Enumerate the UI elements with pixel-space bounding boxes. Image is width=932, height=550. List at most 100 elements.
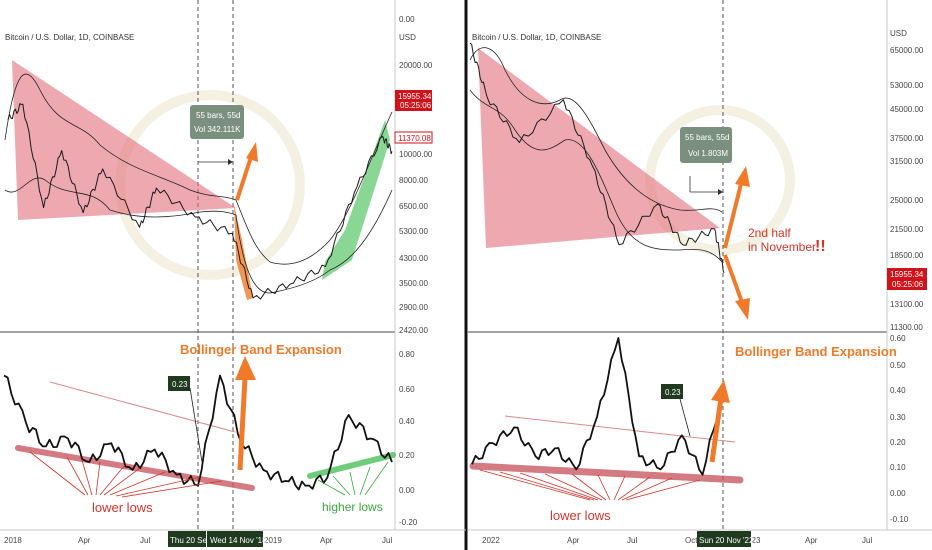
left-indicator-axis-tick: 0.80 [399, 350, 415, 359]
left-indicator-pane: Bollinger Band Expansion 0.23 lower lows… [3, 342, 396, 515]
right-time-axis-tick: '23 [750, 536, 761, 545]
right-measure-line2: Vol 1.803M [688, 149, 728, 158]
right-time-axis-tick: Jul [862, 536, 872, 545]
left-source-label: Bitcoin / U.S. Dollar, 1D, COINBASE [5, 33, 134, 42]
left-measure-box [190, 105, 244, 139]
left-price-axis-tick: 6500.00 [399, 202, 428, 211]
left-time-axis-tick: Jul [140, 536, 150, 545]
right-bbe-arrow [709, 380, 730, 463]
left-bbe-arrow-head [235, 356, 256, 380]
right-second-half-label: 2nd half [748, 226, 791, 240]
right-time-highlight-nov-text: Sun 20 Nov '22 [699, 536, 754, 545]
left-upper-band [4, 73, 393, 265]
right-indicator-axis: 0.60 0.50 0.40 0.30 0.20 0.10 0.00 -0.10 [890, 334, 909, 524]
right-down-arrow-head [735, 298, 750, 320]
right-measure-line1: 55 bars, 55d [685, 133, 729, 142]
right-upper-trendline [504, 415, 736, 443]
right-price-axis-tick: 11300.00 [890, 323, 923, 332]
right-lower-trendline [469, 462, 744, 484]
left-value-callout: 0.23 [168, 376, 203, 463]
left-indicator-axis-tick: 0.20 [399, 451, 415, 460]
right-measure-box [680, 127, 732, 163]
left-measure-line1: 55 bars, 55d [196, 111, 240, 120]
right-indicator-line [471, 337, 725, 476]
left-price-pane: Bitcoin / U.S. Dollar, 1D, COINBASE 55 b… [4, 33, 393, 300]
right-price-axis-tick: 53000.00 [890, 81, 924, 90]
right-indicator-series [471, 337, 725, 476]
right-time-axis-tick: Jul [627, 536, 637, 545]
left-current-price-badge: 15955.34 05:25:06 [395, 90, 432, 111]
left-time-highlight-sep-text: Thu 20 Sep '18 [170, 536, 225, 545]
right-time-axis-tick: 2022 [482, 536, 500, 545]
left-price-line [7, 103, 393, 300]
right-lower-lows-label: lower lows [550, 508, 611, 523]
left-time-highlight-nov: Wed 14 Nov '18 [207, 531, 267, 547]
right-indicator-axis-tick: 0.20 [890, 438, 906, 447]
left-orange-drop-zone [234, 205, 253, 300]
left-value-callout-text: 0.23 [172, 380, 188, 389]
right-source-label: Bitcoin / U.S. Dollar, 1D, COINBASE [472, 33, 601, 42]
right-up-arrow-head [735, 166, 750, 187]
right-price-axis-tick: 21500.00 [890, 225, 924, 234]
right-in-november-label: in November [748, 240, 816, 254]
left-upper-trendline [49, 381, 236, 433]
right-price-axis-tick: 65000.00 [890, 46, 924, 55]
left-time-axis-tick: Apr [78, 536, 91, 545]
left-price-series [7, 103, 393, 300]
left-time-axis: 2018 Apr Jul 2019 Apr Jul [4, 536, 392, 545]
left-price-axis-tick: 10000.00 [399, 150, 433, 159]
left-lower-trendline [15, 445, 255, 491]
left-indicator-axis: 0.80 0.60 0.40 0.20 0.00 -0.20 [399, 350, 418, 527]
right-indicator-axis-tick: 0.50 [890, 361, 906, 370]
left-measure: 55 bars, 55d Vol 342.111K [190, 105, 244, 165]
right-price-pane: Bitcoin / U.S. Dollar, 1D, COINBASE 55 b… [469, 33, 826, 320]
left-indicator-axis-tick: 0.60 [399, 385, 415, 394]
right-time-axis: 2022 Apr Jul Oct '23 Apr Jul [482, 536, 872, 545]
right-price-axis-tick: 13100.00 [890, 300, 924, 309]
left-price-axis-tick: 20000.00 [399, 61, 433, 70]
right-measure: 55 bars, 55d Vol 1.803M [680, 127, 732, 195]
right-indicator-pane: Bollinger Band Expansion 0.23 lower lows [469, 337, 897, 523]
right-price-axis-tick: USD [890, 29, 907, 38]
left-marker-badge-text: 11370.08 [398, 134, 431, 143]
left-bbe-arrow [235, 356, 256, 471]
right-exclamation-label: !! [815, 238, 826, 255]
right-badge-countdown: 05:25:06 [892, 280, 924, 289]
left-orange-arrows [235, 142, 258, 201]
left-indicator-axis-tick: -0.20 [399, 518, 418, 527]
left-lower-lows-label: lower lows [92, 500, 153, 515]
right-indicator-axis-tick: 0.30 [890, 413, 906, 422]
right-value-callout-text: 0.23 [665, 388, 681, 397]
left-higher-lows-label: higher lows [322, 500, 383, 514]
right-bbe-arrow-shaft [709, 397, 724, 463]
right-measure-arrowhead [718, 189, 723, 195]
right-bbe-title: Bollinger Band Expansion [735, 344, 897, 359]
left-measure-line2: Vol 342.111K [194, 125, 241, 134]
right-price-axis-tick: 18500.00 [890, 251, 924, 260]
left-indicator-axis-tick: 0.40 [399, 417, 415, 426]
right-time-axis-tick: Apr [567, 536, 580, 545]
left-price-axis-tick: 4300.00 [399, 254, 428, 263]
left-badge-countdown: 05:25:06 [400, 101, 432, 110]
left-price-axis: 0.00USD20000.0013000.0010000.008000.0065… [399, 15, 433, 335]
left-green-channel [322, 120, 390, 280]
right-price-axis-tick: 45000.00 [890, 105, 924, 114]
left-price-axis-tick: 2900.00 [399, 303, 428, 312]
left-indicator-series [3, 374, 393, 491]
left-measure-arrowhead [228, 159, 233, 165]
right-triangle-zone [478, 48, 720, 248]
right-badge-price: 15955.34 [890, 270, 924, 279]
right-lower-lows-arrows [479, 469, 701, 501]
left-higher-lows-arrows [317, 461, 389, 496]
right-price-axis-tick: 25000.00 [890, 196, 924, 205]
right-upper-band [469, 47, 723, 213]
left-lower-band [4, 177, 393, 294]
right-lower-band [469, 89, 723, 263]
left-lower-lows-arrows [29, 451, 223, 498]
right-price-line [469, 42, 725, 273]
left-indicator-line [3, 374, 393, 491]
right-indicator-axis-tick: 0.40 [890, 386, 906, 395]
left-time-axis-tick: 2018 [4, 536, 22, 545]
right-indicator-axis-tick: 0.60 [890, 334, 906, 343]
